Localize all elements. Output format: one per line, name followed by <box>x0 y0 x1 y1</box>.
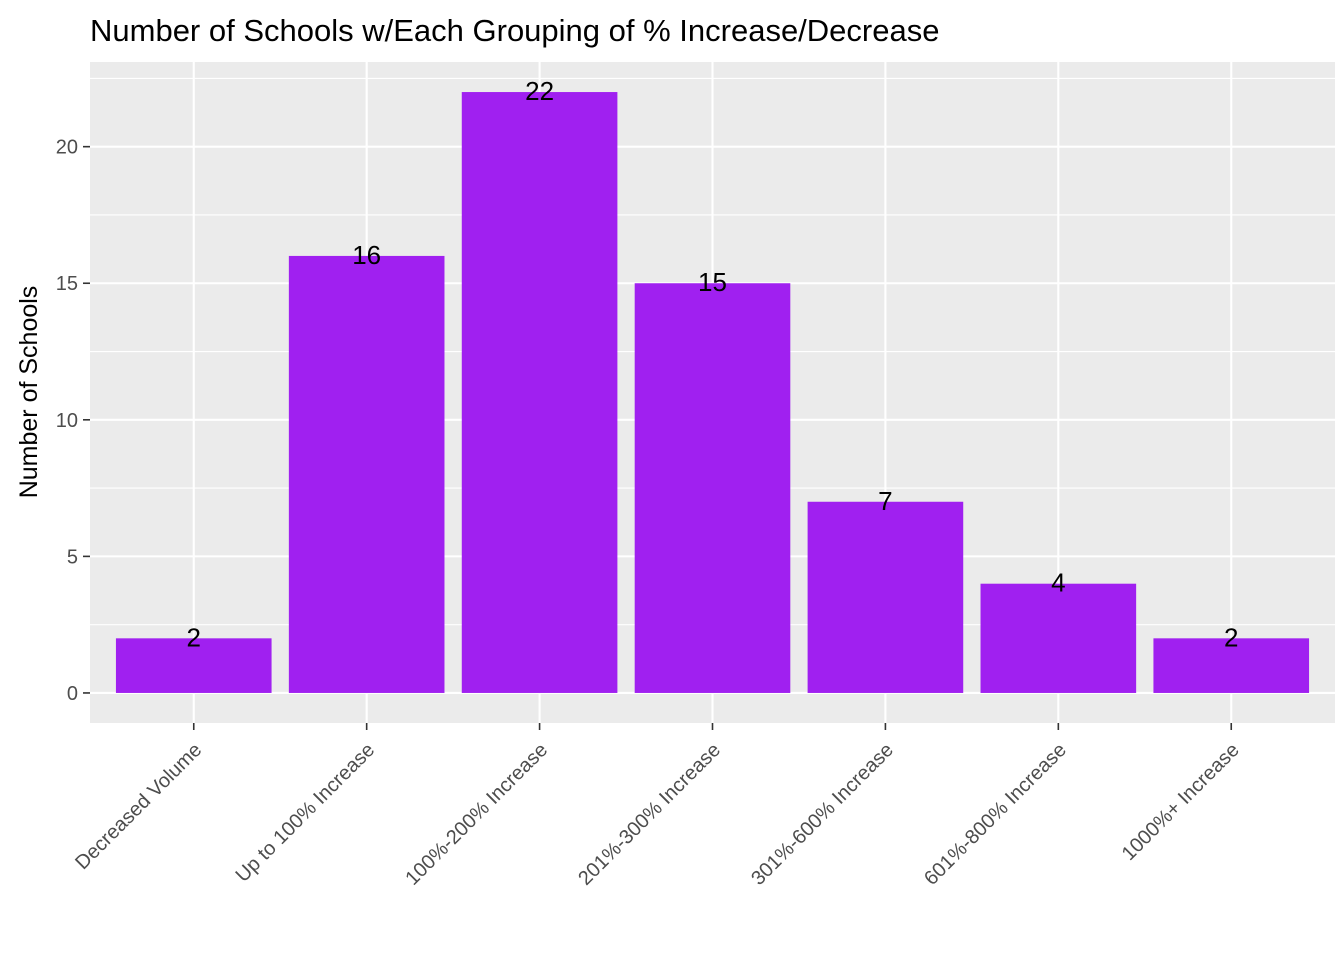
data-label: 4 <box>1051 568 1065 598</box>
x-tick-label: 1000%+ Increase <box>1118 739 1244 865</box>
y-tick-label: 15 <box>56 273 78 295</box>
y-tick-label: 20 <box>56 137 78 159</box>
x-tick-label: Decreased Volume <box>71 739 206 874</box>
bar <box>807 501 964 693</box>
x-tick-label: 601%-800% Increase <box>920 739 1071 890</box>
data-labels: 2 16 22 15 7 4 2 <box>187 76 1239 652</box>
data-label: 22 <box>525 76 554 106</box>
data-label: 16 <box>352 240 381 270</box>
y-tick-label: 5 <box>67 546 78 568</box>
data-label: 2 <box>1224 622 1238 652</box>
bar <box>115 638 272 693</box>
y-tick-label: 10 <box>56 410 78 432</box>
chart-title: Number of Schools w/Each Grouping of % I… <box>90 13 939 48</box>
x-tick-label: 100%-200% Increase <box>401 739 552 890</box>
data-label: 15 <box>698 267 727 297</box>
bars <box>115 92 1310 693</box>
bar <box>288 255 445 693</box>
y-axis: 0 5 10 15 20 <box>56 137 90 705</box>
bar <box>461 92 618 693</box>
bar <box>980 583 1137 693</box>
x-axis: Decreased Volume Up to 100% Increase 100%-… <box>71 723 1244 890</box>
x-tick-label: 301%-600% Increase <box>747 739 898 890</box>
bar <box>1153 638 1310 693</box>
x-tick-label: 201%-300% Increase <box>574 739 725 890</box>
x-tick-label: Up to 100% Increase <box>232 739 380 887</box>
data-label: 7 <box>878 486 892 516</box>
bar <box>634 283 791 693</box>
y-axis-title: Number of Schools <box>15 286 43 499</box>
data-label: 2 <box>187 622 201 652</box>
y-tick-label: 0 <box>67 683 78 705</box>
